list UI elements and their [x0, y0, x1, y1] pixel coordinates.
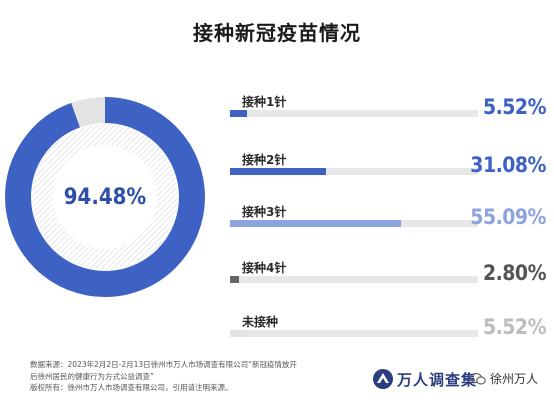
- bar-row-3: 接种4针 2.80%: [230, 259, 554, 309]
- bar-row-1: 接种2针 31.08%: [230, 151, 554, 201]
- bar-track: [230, 168, 478, 175]
- bar-value-label: 5.52%: [482, 315, 547, 339]
- bar-label: 接种2针: [242, 153, 287, 167]
- bar-row-0: 接种1针 5.52%: [230, 93, 554, 143]
- wechat-name: 徐州万人: [490, 372, 539, 386]
- bar-fill: [230, 110, 248, 117]
- donut-inner-disc: [53, 145, 157, 249]
- copyright-line: 版权所有：徐州市万人市场调查有限公司，引用请注明来源。: [30, 383, 233, 392]
- source-line-1: 数据来源：2023年2月2日-2月13日徐州市万人市场调查有限公司“新冠疫情放开: [30, 360, 298, 369]
- bar-label: 未接种: [242, 315, 279, 329]
- bar-fill: [230, 330, 248, 337]
- donut-center-label: 94.48%: [64, 185, 147, 210]
- bar-value-label: 31.08%: [470, 153, 546, 177]
- bar-track: [230, 330, 478, 337]
- bar-value-label: 55.09%: [470, 205, 546, 229]
- bar-track: [230, 276, 478, 283]
- donut-chart: 94.48%: [5, 97, 205, 297]
- wechat-icon: [470, 372, 486, 385]
- bar-value-label: 2.80%: [482, 261, 547, 285]
- brand-name: 万人调查集: [397, 370, 478, 389]
- wechat-account: 徐州万人: [470, 370, 538, 387]
- donut-slice-1: [5, 97, 205, 297]
- bar-label: 接种3针: [242, 205, 287, 219]
- bar-fill: [230, 168, 327, 175]
- bar-track: [230, 110, 478, 117]
- bar-label: 接种1针: [242, 95, 287, 109]
- bar-row-2: 接种3针 55.09%: [230, 203, 554, 253]
- footer-source: 数据来源：2023年2月2日-2月13日徐州市万人市场调查有限公司“新冠疫情放开…: [30, 359, 365, 394]
- source-line-2: 后徐州居民的健康行为方式公益调查”: [30, 371, 154, 381]
- bar-track: [230, 220, 478, 227]
- bar-row-4: 未接种 5.52%: [230, 313, 554, 363]
- bar-fill: [230, 276, 239, 283]
- bar-label: 接种4针: [242, 261, 287, 275]
- wanren-logo-icon: [373, 369, 393, 389]
- chart-title: 接种新冠疫苗情况: [193, 21, 361, 45]
- bar-fill: [230, 220, 401, 227]
- bar-value-label: 5.52%: [482, 95, 547, 119]
- brand-logo: 万人调查集: [372, 368, 477, 390]
